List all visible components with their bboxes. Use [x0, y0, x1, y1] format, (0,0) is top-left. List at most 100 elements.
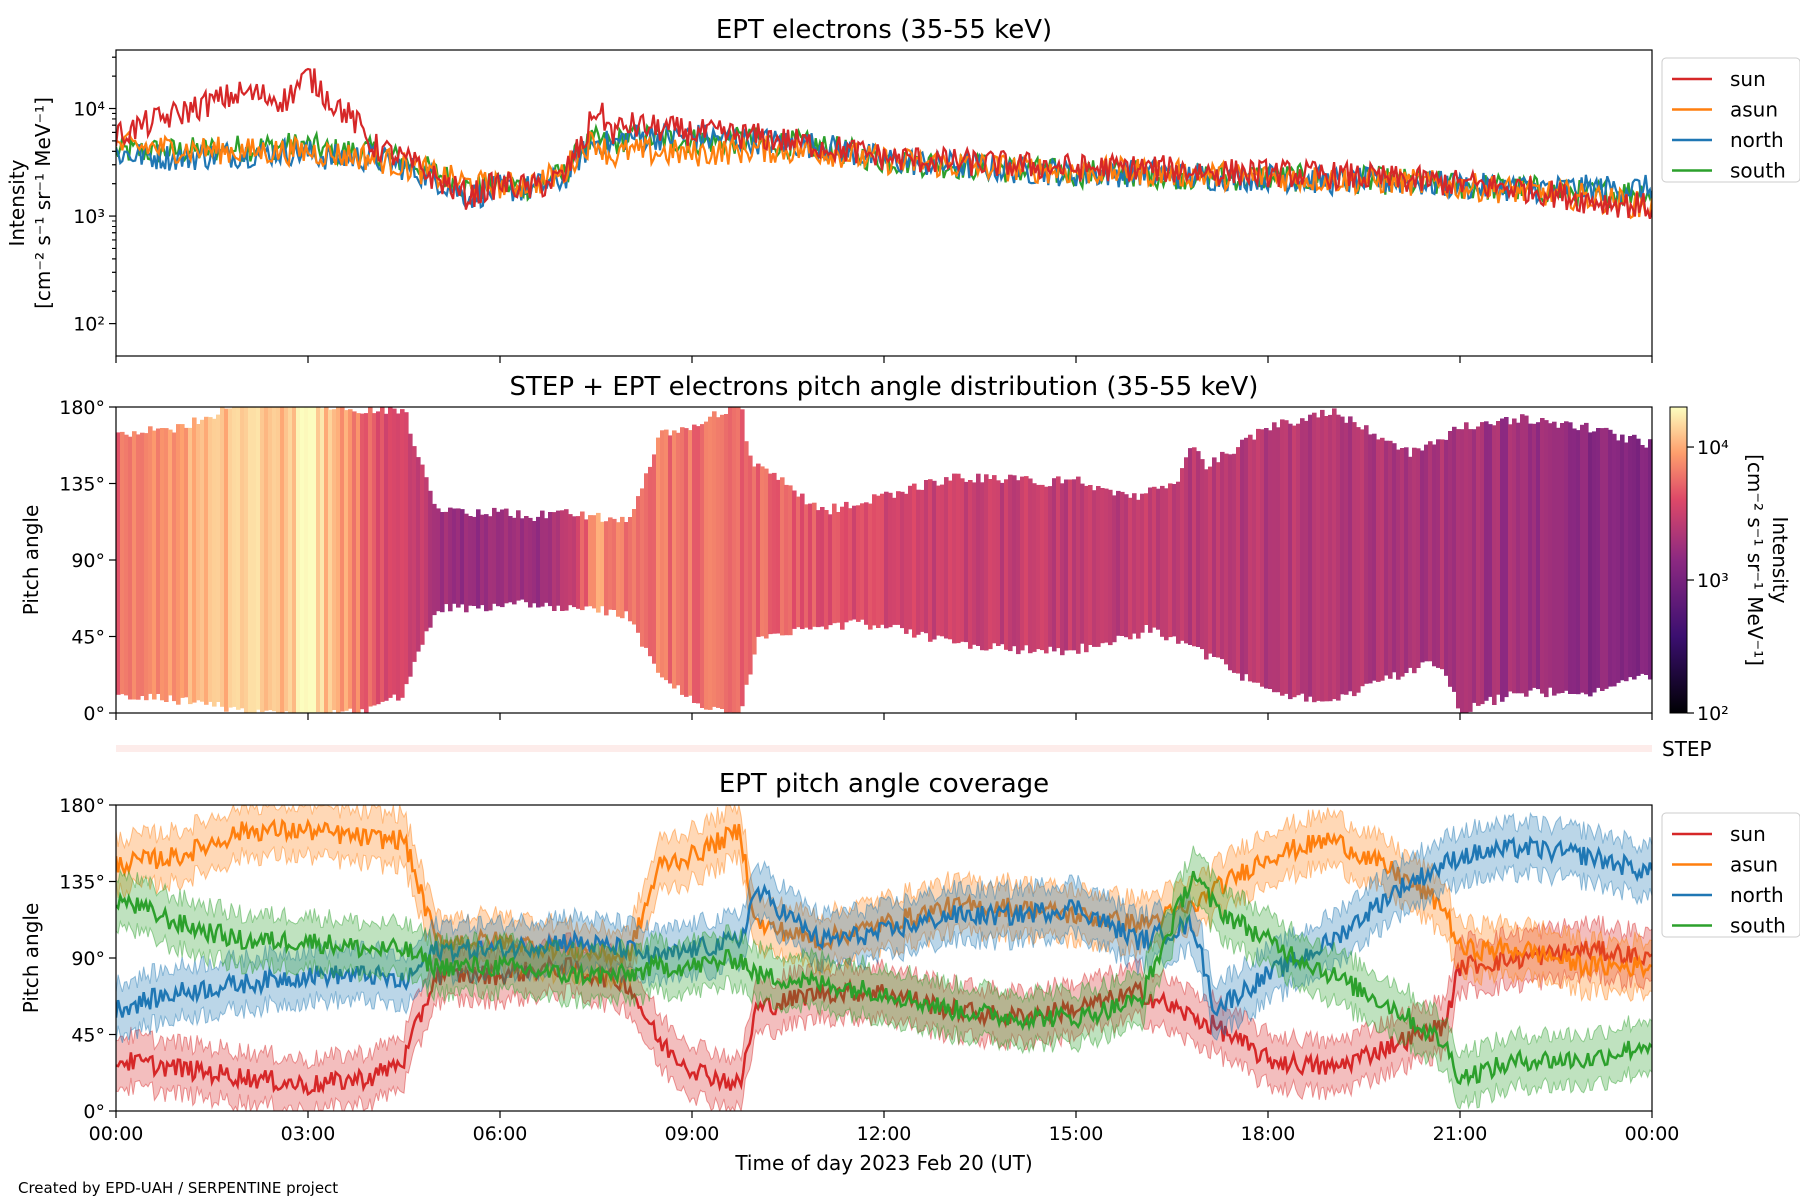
- pad-heatmap-column: [632, 509, 637, 625]
- pad-heatmap-column: [1324, 416, 1329, 702]
- pad-heatmap-column: [156, 428, 161, 694]
- pad-heatmap-column: [320, 408, 325, 713]
- pad-heatmap-column: [308, 407, 313, 713]
- pad-heatmap-column: [816, 510, 821, 628]
- pad-panel: STEP + EPT electrons pitch angle distrib…: [19, 372, 1792, 761]
- pad-heatmap-column: [696, 426, 701, 704]
- pad-heatmap-column: [1144, 493, 1149, 625]
- legend-box: [1661, 812, 1800, 938]
- pad-heatmap-column: [952, 473, 957, 644]
- pad-heatmap-column: [1336, 414, 1341, 701]
- pad-heatmap-column: [164, 428, 169, 702]
- pad-heatmap-column: [896, 491, 901, 625]
- pad-heatmap-column: [712, 411, 717, 707]
- pad-heatmap-column: [540, 510, 545, 607]
- pad-heatmap-column: [716, 417, 721, 708]
- pad-heatmap-column: [1204, 469, 1209, 660]
- pad-heatmap-column: [1448, 431, 1453, 687]
- pad-heatmap-column: [1372, 433, 1377, 681]
- pad-heatmap-column: [1500, 418, 1505, 702]
- pad-heatmap-column: [392, 408, 397, 695]
- pad-heatmap-column: [1348, 416, 1353, 692]
- colorbar-ticks: 10² 10³ 10⁴: [1687, 437, 1729, 725]
- pad-heatmap-column: [1016, 480, 1021, 655]
- pad-heatmap-column: [268, 407, 273, 711]
- pad-heatmap-column: [1044, 486, 1049, 654]
- pad-heatmap-column: [1360, 429, 1365, 687]
- pad-ytick-label: 180°: [59, 397, 105, 419]
- pad-heatmap-column: [1252, 439, 1257, 683]
- pad-heatmap-column: [864, 502, 869, 625]
- pad-heatmap-column: [892, 497, 897, 625]
- pad-heatmap-column: [388, 407, 393, 698]
- pad-heatmap-column: [1612, 433, 1617, 687]
- pad-heatmap-column: [1036, 484, 1041, 650]
- pad-heatmap-column: [1084, 485, 1089, 653]
- colorbar: 10² 10³ 10⁴ Intensity [cm⁻² s⁻¹ sr⁻¹ MeV⁻¹…: [1669, 406, 1792, 725]
- pad-x-ticks: [115, 713, 1653, 720]
- pad-heatmap-column: [244, 407, 249, 713]
- pad-heatmap-column: [756, 463, 761, 637]
- pad-heatmap-column: [1608, 429, 1613, 687]
- pad-heatmap-column: [736, 407, 741, 713]
- pad-heatmap-column: [1416, 448, 1421, 668]
- pad-heatmap-column: [560, 510, 565, 611]
- pad-heatmap-column: [1560, 423, 1565, 693]
- pad-heatmap-column: [1584, 422, 1589, 695]
- coverage-ytick-label: 0°: [83, 1101, 105, 1123]
- legend-label-sun: sun: [1730, 822, 1766, 846]
- pad-heatmap-column: [296, 407, 301, 713]
- legend-label-south: south: [1730, 159, 1786, 183]
- pad-heatmap-column: [1516, 422, 1521, 694]
- pad-heatmap-column: [256, 407, 261, 710]
- pad-heatmap-column: [484, 514, 489, 612]
- pad-heatmap-column: [440, 512, 445, 613]
- pad-heatmap-column: [748, 455, 753, 675]
- pad-heatmap-column: [744, 441, 749, 685]
- pad-heatmap-column: [1552, 421, 1557, 696]
- pad-heatmap-column: [556, 510, 561, 606]
- pad-heatmap-column: [1104, 488, 1109, 643]
- pad-heatmap-column: [1056, 476, 1061, 649]
- pad-heatmap-column: [476, 509, 481, 609]
- pad-heatmap-column: [192, 417, 197, 703]
- pad-heatmap-column: [264, 407, 269, 711]
- pad-heatmap-column: [1212, 457, 1217, 657]
- pad-heatmap-column: [1496, 421, 1501, 695]
- pad-heatmap-column: [464, 513, 469, 613]
- colorbar-gradient: [1669, 406, 1688, 714]
- pad-heatmap-column: [752, 466, 757, 655]
- pad-heatmap-column: [1124, 494, 1129, 638]
- pad-heatmap-column: [580, 511, 585, 611]
- pad-heatmap-column: [1032, 483, 1037, 652]
- pad-heatmap-column: [1356, 427, 1361, 693]
- coverage-line-north: [116, 835, 1652, 1018]
- pad-ytick-label: 0°: [83, 703, 105, 725]
- pad-heatmap-column: [704, 421, 709, 710]
- pad-heatmap-column: [1004, 479, 1009, 650]
- pad-heatmap-column: [1176, 481, 1181, 644]
- pad-heatmap-column: [276, 407, 281, 713]
- pad-heatmap-column: [1228, 454, 1233, 671]
- pad-heatmap-column: [160, 428, 165, 701]
- pad-heatmap-column: [572, 516, 577, 608]
- pad-heatmap-column: [220, 407, 225, 707]
- pad-heatmap-column: [1568, 422, 1573, 694]
- pad-heatmap-column: [420, 464, 425, 645]
- pad-heatmap-column: [1340, 416, 1345, 695]
- pad-heatmap-column: [868, 503, 873, 630]
- pad-heatmap-column: [428, 490, 433, 628]
- legend-label-asun: asun: [1730, 853, 1778, 877]
- pad-heatmap-column: [968, 480, 973, 649]
- pad-heatmap-column: [796, 496, 801, 628]
- pad-heatmap-column: [1352, 422, 1357, 697]
- pad-heatmap-column: [800, 493, 805, 630]
- pad-heatmap-column: [1508, 424, 1513, 692]
- pad-heatmap-column: [1216, 462, 1221, 658]
- pad-heatmap-column: [1168, 483, 1173, 638]
- pad-heatmap-column: [144, 433, 149, 701]
- intensity-ytick-label: 10³: [73, 206, 105, 228]
- pad-heatmap-column: [512, 517, 517, 605]
- intensity-plot-frame: [115, 49, 1653, 357]
